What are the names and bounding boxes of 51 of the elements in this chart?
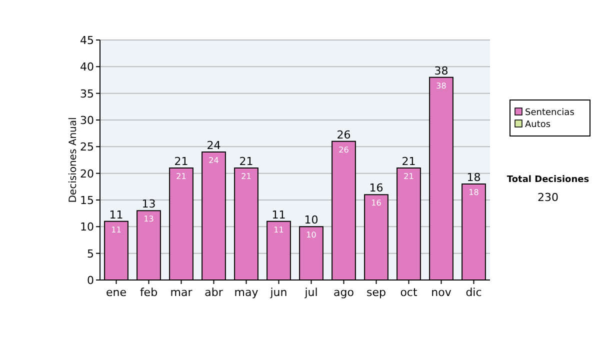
data-label: 16 [371, 198, 382, 208]
y-tick-label: 20 [80, 167, 94, 180]
y-tick-label: 15 [80, 194, 94, 207]
y-tick-label: 30 [80, 114, 94, 127]
total-label: 18 [466, 171, 481, 184]
total-label: 16 [369, 182, 384, 195]
x-tick-label: oct [400, 286, 418, 299]
x-tick-label: feb [140, 286, 158, 299]
y-tick-label: 25 [80, 140, 94, 154]
total-label: 21 [174, 155, 188, 168]
x-tick-label: dic [466, 286, 482, 299]
y-tick-label: 5 [87, 247, 94, 260]
y-tick-label: 0 [87, 274, 94, 287]
x-tick-label: sep [366, 286, 386, 299]
x-tick-label: abr [204, 286, 224, 299]
total-label: 24 [206, 139, 221, 152]
data-label: 10 [306, 230, 316, 240]
total-label: 11 [272, 208, 286, 222]
data-label: 11 [274, 225, 284, 234]
total-label: 26 [336, 128, 351, 142]
total-label: 10 [304, 214, 318, 227]
legend-label: Sentencias [525, 108, 575, 118]
total-label: 21 [402, 155, 416, 168]
y-tick-label: 35 [80, 87, 94, 100]
y-tick-label: 10 [80, 220, 94, 234]
data-label: 24 [208, 156, 219, 165]
x-tick-label: nov [431, 286, 452, 299]
x-tick-label: jul [304, 286, 318, 299]
total-label: 21 [239, 155, 254, 168]
total-label: 11 [109, 208, 124, 222]
data-label: 18 [468, 188, 479, 197]
data-label: 26 [338, 145, 349, 154]
data-label: 21 [404, 172, 414, 181]
total-label: 38 [434, 64, 448, 78]
x-tick-label: ene [106, 286, 127, 299]
y-tick-label: 40 [80, 60, 94, 74]
x-tick-label: ago [334, 286, 354, 299]
legend-label: Autos [525, 120, 551, 130]
y-tick-label: 45 [80, 34, 94, 47]
x-tick-label: jun [269, 286, 288, 299]
data-label: 21 [241, 172, 252, 181]
total-label: 13 [142, 198, 156, 211]
data-label: 13 [144, 214, 154, 224]
text: 230 [538, 191, 558, 204]
y-axis-title: Decisiones Anual [68, 117, 79, 203]
x-tick-label: mar [170, 286, 193, 299]
data-label: 38 [436, 81, 446, 90]
data-label: 11 [111, 225, 122, 234]
x-tick-label: may [234, 286, 259, 299]
data-label: 21 [176, 172, 186, 181]
text: Total Decisiones [506, 175, 590, 185]
